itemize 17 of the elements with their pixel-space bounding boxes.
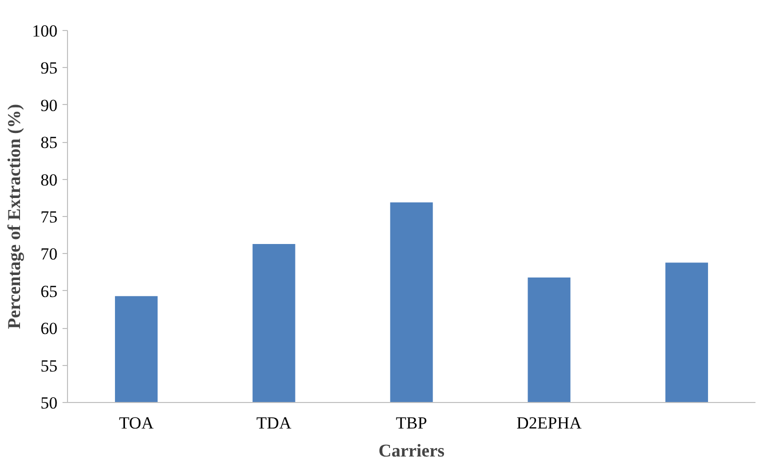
y-tick-label: 100 xyxy=(32,22,58,40)
y-tick-label: 60 xyxy=(40,319,58,338)
x-axis-title: Carriers xyxy=(378,440,444,460)
x-tick-label: TBP xyxy=(396,414,428,432)
x-tick-label: TOA xyxy=(118,414,154,432)
y-tick-label: 85 xyxy=(40,133,58,152)
x-tick-label: TDA xyxy=(256,414,292,432)
y-tick-label: 70 xyxy=(40,244,58,264)
y-tick-label: 90 xyxy=(40,96,58,115)
y-tick-label: 65 xyxy=(40,282,58,301)
y-tick-label: 50 xyxy=(40,394,58,412)
x-tick-label: D2EPHA xyxy=(516,414,582,432)
y-tick-label: 95 xyxy=(40,58,58,78)
y-tick-label: 55 xyxy=(40,356,58,376)
y-tick-label: 75 xyxy=(40,208,58,226)
y-tick-label: 80 xyxy=(40,170,58,190)
y-axis-title: Percentage of Extraction (%) xyxy=(4,104,24,330)
